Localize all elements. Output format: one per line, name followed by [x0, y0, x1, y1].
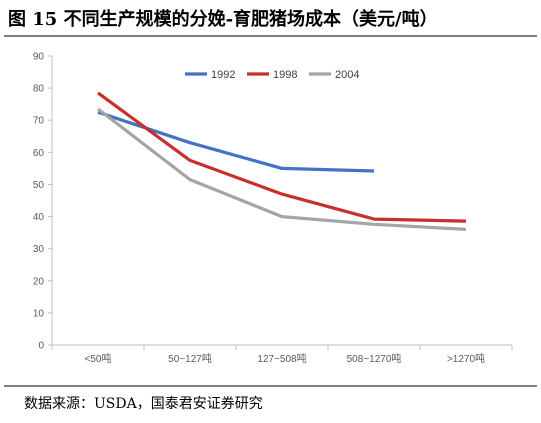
x-tick-label: 508~1270吨 — [347, 352, 402, 365]
y-tick-label: 60 — [33, 148, 45, 159]
y-tick-label: 10 — [33, 308, 45, 319]
y-tick-label: 20 — [33, 276, 45, 287]
y-tick-label: 30 — [33, 244, 45, 255]
x-tick-label: >1270吨 — [447, 352, 485, 365]
legend-label-1998: 1998 — [273, 69, 297, 81]
y-tick-label: 70 — [33, 116, 45, 127]
x-tick-label: 127~508吨 — [257, 352, 306, 365]
top-rule — [4, 35, 537, 37]
chart-title: 图 15 不同生产规模的分娩-育肥猪场成本（美元/吨） — [8, 9, 438, 30]
y-tick-label: 50 — [33, 180, 45, 191]
bottom-rule — [4, 385, 537, 387]
x-tick-label: 50~127吨 — [168, 352, 212, 365]
legend-label-1992: 1992 — [211, 69, 235, 81]
y-tick-label: 90 — [33, 52, 45, 63]
legend-label-2004: 2004 — [335, 69, 359, 81]
source-note: 数据来源：USDA，国泰君安证券研究 — [24, 396, 263, 412]
y-tick-label: 40 — [33, 212, 45, 223]
y-tick-label: 0 — [38, 341, 44, 352]
series-line-1998 — [97, 91, 467, 223]
x-tick-label: <50吨 — [85, 352, 112, 365]
series-line-2004 — [97, 107, 467, 231]
y-tick-label: 80 — [33, 84, 45, 95]
